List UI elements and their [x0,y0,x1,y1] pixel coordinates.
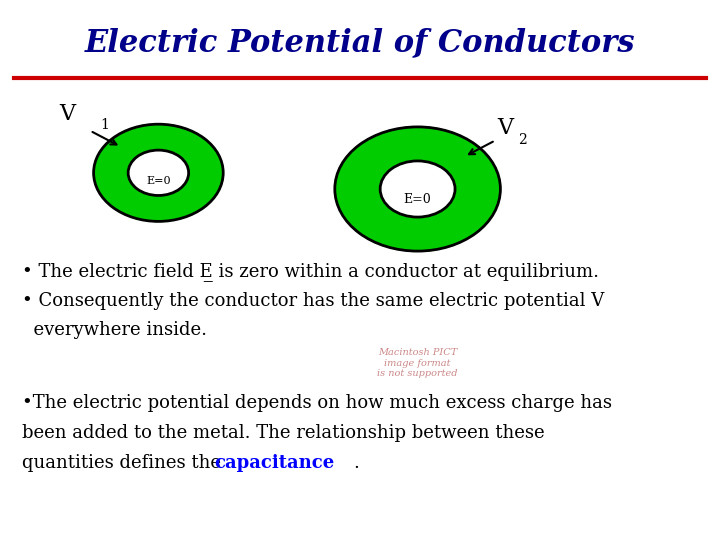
Text: .: . [353,454,359,471]
Text: •The electric potential depends on how much excess charge has: •The electric potential depends on how m… [22,394,611,412]
Circle shape [380,161,455,217]
Text: quantities defines the: quantities defines the [22,454,226,471]
Circle shape [128,150,189,195]
Text: capacitance: capacitance [214,454,334,471]
Text: 2: 2 [518,133,527,147]
Text: • The electric field E̲ is zero within a conductor at equilibrium.: • The electric field E̲ is zero within a… [22,262,598,281]
Text: • Consequently the conductor has the same electric potential V: • Consequently the conductor has the sam… [22,292,604,309]
Text: everywhere inside.: everywhere inside. [22,321,207,339]
Text: V: V [60,103,76,125]
Text: 1: 1 [101,118,109,132]
Text: E=0: E=0 [146,177,171,186]
Text: Electric Potential of Conductors: Electric Potential of Conductors [85,27,635,58]
Text: V: V [497,117,513,139]
Text: been added to the metal. The relationship between these: been added to the metal. The relationshi… [22,424,544,442]
Circle shape [335,127,500,251]
Circle shape [94,124,223,221]
Text: E=0: E=0 [404,193,431,206]
Text: Macintosh PICT
image format
is not supported: Macintosh PICT image format is not suppo… [377,348,458,378]
